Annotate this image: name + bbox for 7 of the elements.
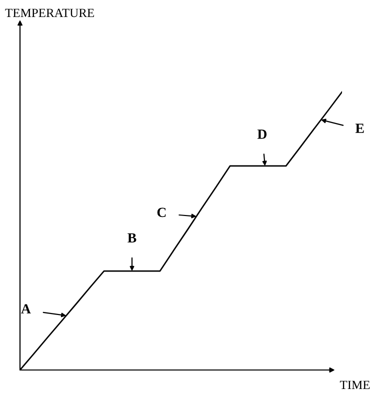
text: TEMPERATURE (5, 8, 94, 18)
annotation: B (128, 233, 136, 242)
annotation: C (157, 208, 166, 218)
annotation: D (257, 130, 267, 139)
annotation: A (21, 304, 31, 314)
text: E (355, 124, 364, 133)
x-axis-title: TIME (340, 380, 370, 390)
